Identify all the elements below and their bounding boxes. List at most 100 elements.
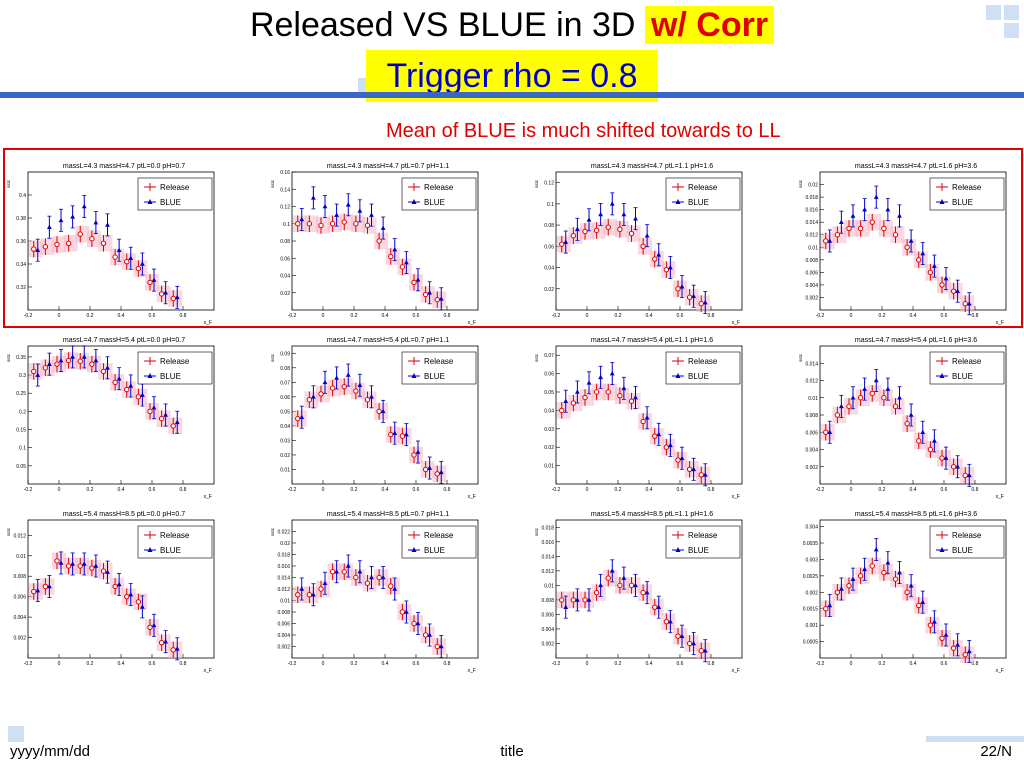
legend-release-label: Release [424, 357, 454, 366]
release-point [846, 225, 852, 232]
release-point [399, 264, 406, 270]
release-point [147, 408, 153, 415]
y-tick-label: 0.16 [280, 170, 290, 176]
blue-point [93, 357, 99, 363]
release-point [411, 279, 417, 286]
y-tick-label: 0.01 [16, 554, 26, 560]
footer-date: yyyy/mm/dd [10, 743, 91, 760]
y-tick-label: 0.016 [805, 208, 818, 214]
y-tick-label: 0.006 [13, 595, 26, 601]
release-point [927, 622, 934, 628]
blue-point [380, 574, 386, 580]
release-point [306, 397, 313, 403]
y-tick-label: 0.01 [808, 396, 818, 402]
release-point [54, 558, 60, 564]
y-tick-label: 0.02 [280, 291, 290, 297]
x-tick-label: 0.8 [708, 487, 715, 493]
blue-point [586, 597, 592, 602]
blue-point [574, 597, 580, 602]
release-point [434, 296, 440, 303]
release-point [170, 423, 176, 429]
release-point [559, 407, 565, 414]
release-point [422, 291, 429, 298]
y-tick-label: 0.006 [541, 612, 554, 618]
y-tick-label: 0.04 [280, 274, 290, 280]
release-point [147, 624, 153, 631]
y-tick-label: 0.02 [280, 541, 290, 547]
release-point [904, 420, 910, 427]
release-point [77, 358, 83, 364]
release-point [823, 606, 829, 612]
y-tick-label: 0.08 [544, 223, 554, 229]
blue-point [931, 619, 937, 624]
release-point [570, 597, 577, 603]
y-tick-label: 0.002 [805, 590, 818, 596]
blue-point [35, 372, 41, 377]
release-point [170, 295, 176, 302]
x-tick-label: 0.2 [87, 487, 94, 493]
release-point [100, 568, 107, 574]
blue-point [644, 233, 650, 238]
release-point [318, 222, 324, 229]
x-tick-label: 0.8 [444, 661, 451, 667]
plot-panel: massL=4.7 massH=5.4 ptL=1.6 pH=3.6 0.002 0… [798, 337, 1007, 500]
y-tick-label: 0.018 [541, 525, 554, 531]
release-point [857, 573, 864, 579]
release-point [65, 563, 72, 569]
y-tick-label: 0.004 [541, 627, 554, 633]
x-tick-label: 0.2 [351, 313, 358, 319]
blue-point [415, 449, 421, 454]
x-tick-label: 0 [850, 661, 853, 667]
legend-blue-marker [147, 373, 153, 378]
legend-release-label: Release [160, 531, 190, 540]
blue-point [139, 604, 145, 609]
y-tick-label: 0.01 [544, 583, 554, 589]
y-tick-label: 0.08 [280, 239, 290, 245]
y-axis-label: sstc [270, 353, 275, 362]
release-point [364, 397, 371, 403]
blue-point [81, 354, 87, 359]
blue-point [966, 301, 972, 306]
release-point [100, 368, 107, 375]
release-point [857, 225, 864, 232]
release-point [124, 593, 130, 600]
y-tick-label: 0.1 [283, 222, 290, 228]
x-axis-label: x_F [732, 668, 740, 674]
legend-blue-label: BLUE [952, 198, 973, 207]
blue-point [392, 430, 398, 435]
legend-blue-marker [147, 547, 153, 552]
y-axis-label: sstc [6, 353, 11, 362]
blue-point [931, 263, 937, 268]
x-tick-label: 0.8 [972, 661, 979, 667]
release-point [158, 415, 165, 422]
x-tick-label: -0.2 [24, 661, 33, 667]
release-point [892, 576, 899, 582]
blue-point [116, 247, 122, 252]
plot-title: massL=4.3 massH=4.7 ptL=1.1 pH=1.6 [591, 163, 713, 170]
x-axis-label: x_F [204, 668, 212, 674]
blue-point [679, 455, 685, 461]
blue-point [908, 238, 914, 243]
release-point [65, 357, 72, 364]
y-tick-label: 0.08 [280, 366, 290, 372]
x-tick-label: 0.6 [677, 313, 684, 319]
y-tick-label: 0.09 [280, 351, 290, 357]
blue-point [644, 590, 650, 595]
blue-point [873, 194, 879, 199]
release-point [77, 231, 83, 237]
release-point [582, 597, 588, 603]
release-point [605, 575, 611, 581]
blue-point [35, 587, 41, 593]
y-tick-label: 0.008 [277, 610, 290, 616]
release-point [881, 225, 887, 232]
release-point [329, 221, 336, 227]
y-tick-label: 0.004 [277, 633, 290, 639]
release-point [434, 471, 440, 477]
release-point [962, 301, 968, 307]
blue-point [656, 252, 662, 257]
y-tick-label: 0.2 [19, 409, 26, 415]
x-tick-label: 0.8 [444, 487, 451, 493]
plot-panel: massL=5.4 massH=8.5 ptL=1.6 pH=3.6 0.0005… [803, 511, 1007, 674]
release-point [593, 589, 600, 596]
title-main: Released VS BLUE in 3D [249, 6, 636, 44]
